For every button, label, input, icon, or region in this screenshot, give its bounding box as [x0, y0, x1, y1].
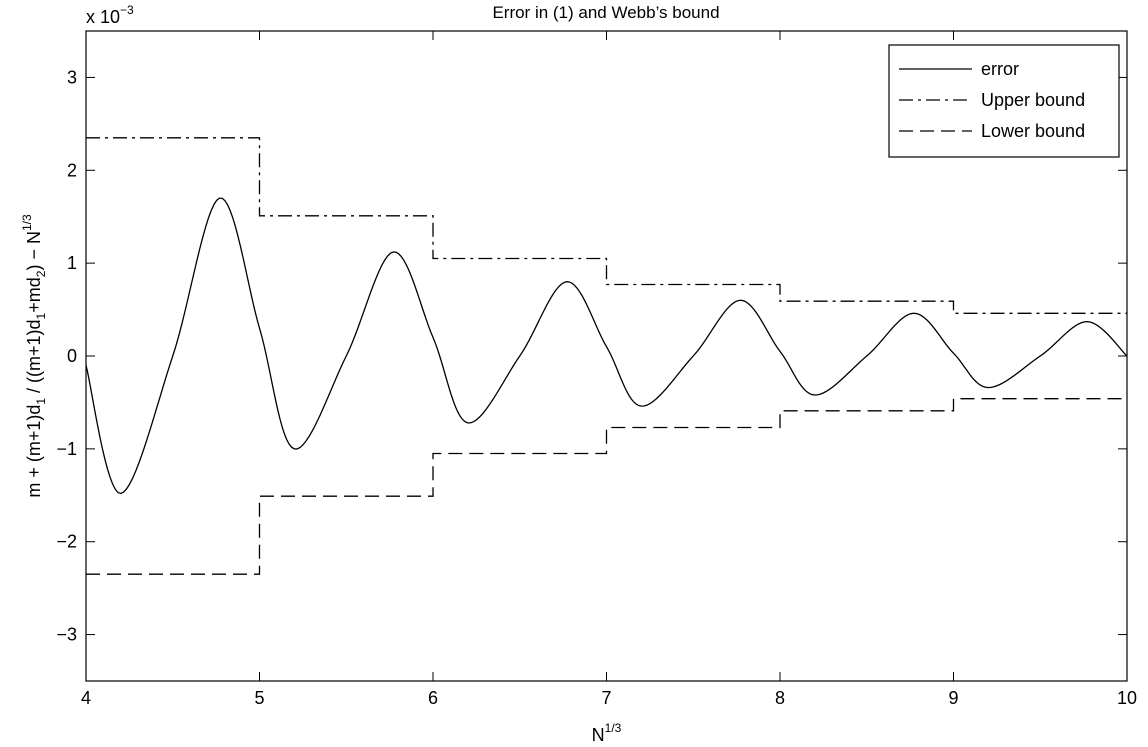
- y-tick-label: −2: [56, 532, 77, 552]
- series-line-upper-bound: [86, 137, 1127, 314]
- x-axis-label: N1/3: [592, 721, 622, 745]
- x-tick-label: 5: [254, 688, 264, 708]
- legend-box: [888, 44, 1120, 158]
- series-line-error: [86, 197, 1127, 495]
- x-tick-label: 7: [601, 688, 611, 708]
- legend-label: Upper bound: [981, 90, 1085, 110]
- y-tick-label: 1: [67, 253, 77, 273]
- legend: error Upper bound Lower bound: [888, 44, 1120, 158]
- x-tick-label: 6: [428, 688, 438, 708]
- chart-title: Error in (1) and Webb’s bound: [492, 3, 719, 22]
- legend-label: Lower bound: [981, 121, 1085, 141]
- x-tick-label: 4: [81, 688, 91, 708]
- y-axis-label: m + (m+1)d1 / ((m+1)d1+md2) − N1/3: [20, 214, 48, 498]
- axis-labels: x 10−3 N1/3 m + (m+1)d1 / ((m+1)d1+md2) − …: [20, 3, 622, 745]
- y-tick-label: −3: [56, 625, 77, 645]
- plot-area: [86, 137, 1127, 575]
- y-tick-label: −1: [56, 439, 77, 459]
- axes: 4 5 6 7 8 9 10 −3 −2 −1 0 1 2 3: [56, 30, 1137, 708]
- legend-label: error: [981, 59, 1019, 79]
- y-multiplier: x 10−3: [86, 3, 134, 27]
- y-tick-label: 3: [67, 67, 77, 87]
- y-tick-label: 2: [67, 160, 77, 180]
- x-tick-label: 10: [1117, 688, 1137, 708]
- y-tick-label: 0: [67, 346, 77, 366]
- series-line-lower-bound: [86, 398, 1127, 575]
- x-tick-label: 8: [775, 688, 785, 708]
- x-tick-label: 9: [948, 688, 958, 708]
